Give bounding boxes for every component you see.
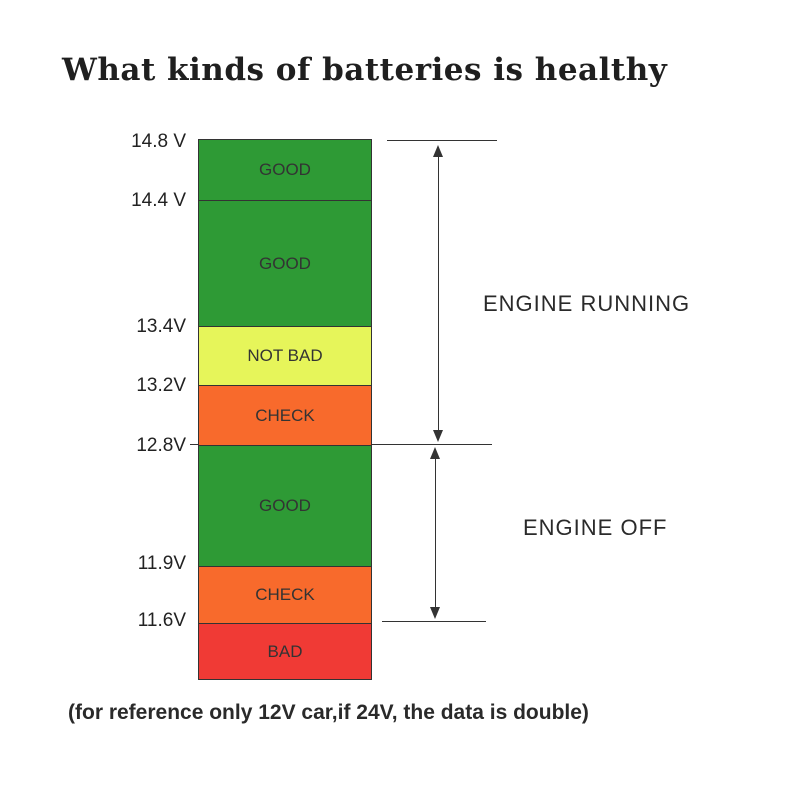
- arrow-down-icon: [430, 607, 440, 619]
- tick-label: 13.4V: [136, 316, 186, 337]
- band-good: GOOD: [199, 140, 371, 200]
- voltage-scale-column: GOOD GOOD NOT BAD CHECK GOOD CHECK BAD: [198, 139, 372, 680]
- engine-off-label: ENGINE OFF: [523, 515, 668, 540]
- arrow-down-icon: [433, 430, 443, 442]
- engine-off-arrow: [435, 457, 436, 609]
- reference-line-bottom: [382, 621, 486, 622]
- engine-running-arrow: [438, 155, 439, 433]
- tick-label: 11.9V: [137, 553, 186, 574]
- band-label: GOOD: [259, 160, 311, 179]
- band-label: BAD: [267, 641, 303, 661]
- band-label: NOT BAD: [247, 346, 323, 365]
- reference-line-top: [387, 140, 497, 141]
- tick-mark: [190, 444, 198, 445]
- band-label: GOOD: [259, 253, 311, 273]
- band-label: CHECK: [255, 405, 315, 425]
- tick-label: 14.4 V: [131, 190, 186, 211]
- footnote: (for reference only 12V car,if 24V, the …: [68, 701, 589, 724]
- band-good: GOOD: [199, 200, 371, 326]
- tick-label: 12.8V: [136, 435, 186, 456]
- tick-label: 11.6V: [137, 610, 186, 631]
- band-not-bad: NOT BAD: [199, 326, 371, 385]
- band-good: GOOD: [199, 445, 371, 566]
- tick-label: 13.2V: [136, 375, 186, 396]
- arrow-up-icon: [430, 447, 440, 459]
- engine-running-label: ENGINE RUNNING: [483, 291, 691, 316]
- band-label: CHECK: [255, 585, 315, 604]
- page-title: What kinds of batteries is healthy: [62, 52, 668, 88]
- reference-line-middle: [372, 444, 492, 445]
- arrow-up-icon: [433, 145, 443, 157]
- tick-label: 14.8 V: [131, 131, 186, 152]
- band-label: GOOD: [259, 496, 311, 515]
- band-bad: BAD: [199, 623, 371, 679]
- band-check: CHECK: [199, 385, 371, 445]
- band-check: CHECK: [199, 566, 371, 623]
